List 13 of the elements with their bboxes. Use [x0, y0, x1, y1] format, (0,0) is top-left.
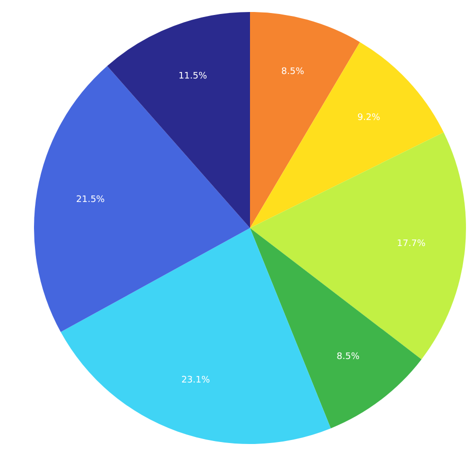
- data-label: 11.5%: [178, 71, 208, 82]
- pie-slice: [250, 42, 444, 228]
- data-label: 8.5%: [281, 66, 305, 77]
- data-label: 17.7%: [396, 238, 426, 249]
- pie-slice: [250, 132, 466, 360]
- data-label: 21.5%: [76, 195, 106, 206]
- data-label: 23.1%: [181, 376, 210, 386]
- data-label: 8.5%: [336, 352, 360, 362]
- pie-slice: [34, 66, 250, 332]
- pie-slice: [60, 228, 331, 444]
- pie-slice: [107, 12, 250, 228]
- pie-slice: [250, 12, 360, 228]
- data-label: 9.2%: [357, 112, 381, 123]
